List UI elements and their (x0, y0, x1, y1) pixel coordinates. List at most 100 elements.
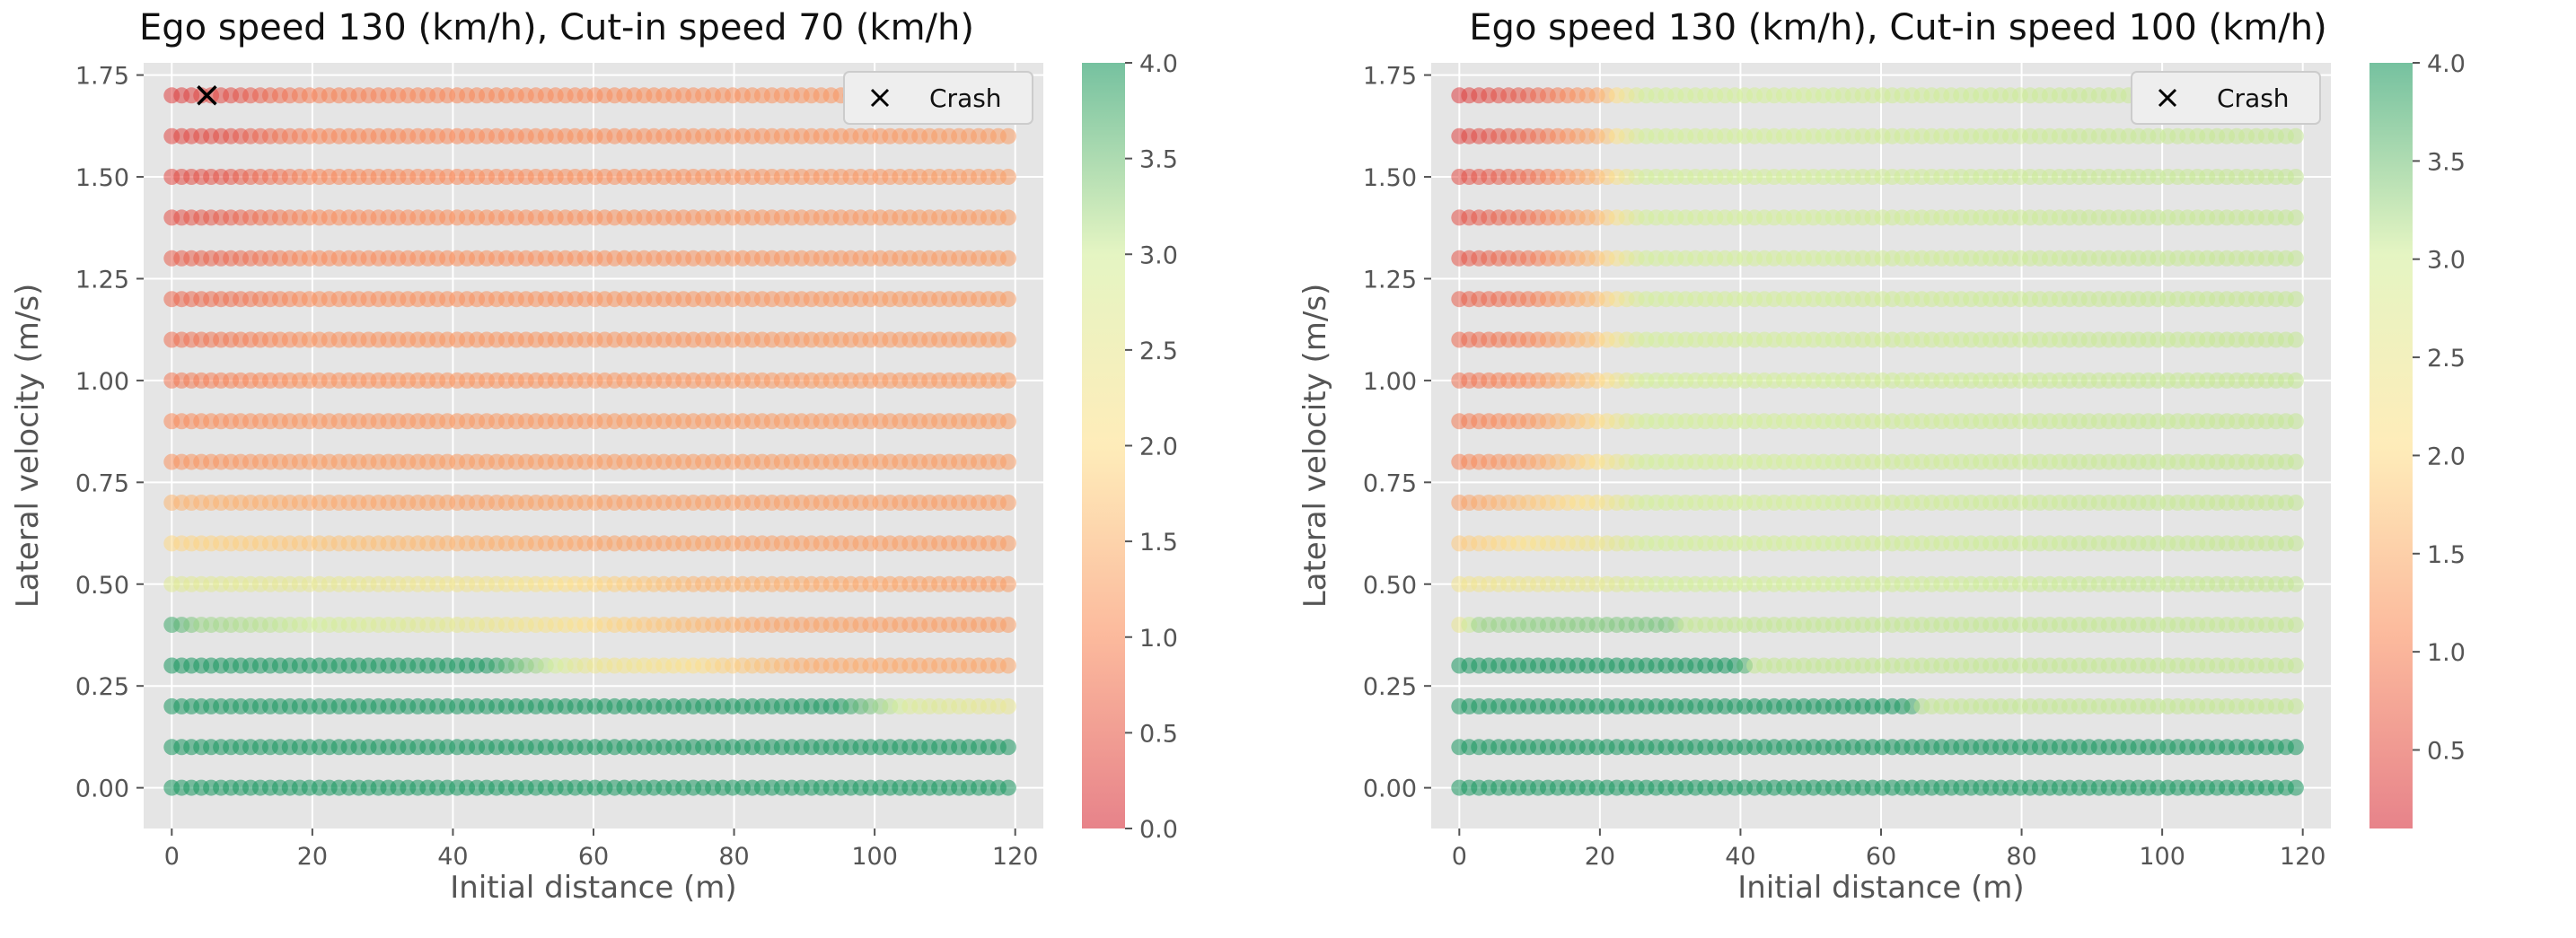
y-tick-label: 1.25 (1363, 266, 1417, 294)
scatter-plot: 0 20 40 60 80 100 120 0.00 0.25 0.50 0.75 1.00 1.25 1… (1297, 50, 2466, 906)
data-point (2287, 779, 2304, 796)
data-point (999, 739, 1016, 756)
chart-panel-right: Ego speed 130 (km/h), Cut-in speed 100 (… (1288, 0, 2576, 938)
legend-label: Crash (929, 83, 1002, 113)
y-tick-label: 1.00 (75, 368, 129, 396)
data-point (2287, 495, 2304, 511)
y-tick-label: 0.50 (1363, 572, 1417, 600)
data-point (999, 209, 1016, 226)
colorbar-tick-label: 2.0 (2427, 443, 2466, 470)
data-point (2287, 657, 2304, 674)
y-axis-label: Lateral velocity (m/s) (1297, 284, 1333, 609)
colorbar-tick-label: 4.0 (1139, 50, 1178, 78)
x-tick-label: 20 (297, 843, 328, 871)
y-tick-label: 0.75 (75, 469, 129, 497)
colorbar-tick-label: 3.5 (2427, 148, 2466, 176)
x-axis-label: Initial distance (m) (450, 870, 736, 906)
data-point (999, 617, 1016, 634)
data-point (2287, 250, 2304, 267)
data-point (2287, 697, 2304, 714)
data-point (2287, 372, 2304, 389)
data-point (2287, 291, 2304, 308)
chart-title: Ego speed 130 (km/h), Cut-in speed 70 (k… (139, 7, 974, 48)
data-point (999, 657, 1016, 674)
x-tick-label: 80 (718, 843, 749, 871)
x-tick-label: 0 (1452, 843, 1467, 871)
data-point (999, 291, 1016, 308)
x-tick-label: 100 (851, 843, 898, 871)
data-points (163, 87, 1016, 796)
colorbar-tick-label: 3.5 (1139, 146, 1178, 174)
data-point (999, 779, 1016, 796)
data-point (2287, 617, 2304, 634)
legend-label: Crash (2217, 83, 2290, 113)
data-point (2287, 209, 2304, 226)
colorbar-tick-label: 4.0 (2427, 50, 2466, 78)
x-tick-label: 0 (164, 843, 180, 871)
colorbar (1082, 63, 1125, 828)
y-tick-label: 1.75 (1363, 63, 1417, 91)
colorbar-tick-label: 1.0 (2427, 639, 2466, 667)
x-tick-label: 80 (2006, 843, 2036, 871)
colorbar-tick-label: 2.5 (1139, 338, 1178, 365)
y-tick-label: 0.50 (75, 572, 129, 600)
colorbar-tick-label: 1.5 (2427, 541, 2466, 569)
y-tick-label: 1.00 (1363, 368, 1417, 396)
data-point (999, 250, 1016, 267)
scatter-plot: 0 20 40 60 80 100 120 0.00 0.25 0.50 0.75 1.00 1.25 1… (10, 50, 1178, 906)
y-tick-label: 1.75 (75, 63, 129, 91)
data-point (2287, 739, 2304, 756)
data-point (999, 453, 1016, 470)
colorbar-tick-label: 0.5 (1139, 720, 1178, 748)
data-point (2287, 127, 2304, 145)
x-tick-label: 120 (992, 843, 1039, 871)
x-axis-label: Initial distance (m) (1737, 870, 2024, 906)
data-point (999, 127, 1016, 145)
x-tick-label: 40 (1725, 843, 1755, 871)
x-tick-label: 120 (2280, 843, 2326, 871)
colorbar (2369, 63, 2413, 828)
data-point (2287, 453, 2304, 470)
data-point (2287, 535, 2304, 552)
colorbar-tick-label: 2.5 (2427, 345, 2466, 373)
data-point (2287, 169, 2304, 185)
x-tick-label: 20 (1585, 843, 1615, 871)
data-point (999, 535, 1016, 552)
legend: Crash (2131, 71, 2321, 125)
data-point (999, 372, 1016, 389)
x-tick-label: 100 (2139, 843, 2185, 871)
data-point (999, 575, 1016, 592)
colorbar-tick-label: 3.0 (1139, 241, 1178, 269)
y-tick-label: 1.50 (75, 164, 129, 192)
y-tick-label: 0.00 (1363, 776, 1417, 803)
legend: Crash (843, 71, 1033, 125)
x-tick-label: 60 (578, 843, 609, 871)
colorbar-tick-label: 0.5 (2427, 738, 2466, 766)
y-tick-label: 1.25 (75, 266, 129, 294)
chart-title: Ego speed 130 (km/h), Cut-in speed 100 (… (1469, 7, 2327, 48)
x-tick-label: 40 (437, 843, 468, 871)
y-tick-label: 1.50 (1363, 164, 1417, 192)
data-point (999, 331, 1016, 348)
data-point (999, 169, 1016, 185)
y-tick-label: 0.00 (75, 776, 129, 803)
data-point (2287, 413, 2304, 430)
data-point (2287, 575, 2304, 592)
y-axis-label: Lateral velocity (m/s) (10, 284, 46, 609)
data-point (2287, 331, 2304, 348)
colorbar-tick-label: 0.0 (1139, 816, 1178, 844)
y-tick-label: 0.75 (1363, 469, 1417, 497)
colorbar-tick-label: 3.0 (2427, 247, 2466, 275)
data-point (999, 697, 1016, 714)
colorbar-tick-label: 1.5 (1139, 529, 1178, 557)
chart-panel-left: Ego speed 130 (km/h), Cut-in speed 70 (k… (10, 7, 1178, 906)
data-points (1451, 87, 2304, 796)
data-point (999, 495, 1016, 511)
colorbar-tick-label: 2.0 (1139, 434, 1178, 461)
colorbar-tick-label: 1.0 (1139, 625, 1178, 653)
y-tick-label: 0.25 (1363, 673, 1417, 701)
data-point (999, 413, 1016, 430)
x-tick-label: 60 (1866, 843, 1896, 871)
y-tick-label: 0.25 (75, 673, 129, 701)
crash-marker (197, 85, 217, 106)
